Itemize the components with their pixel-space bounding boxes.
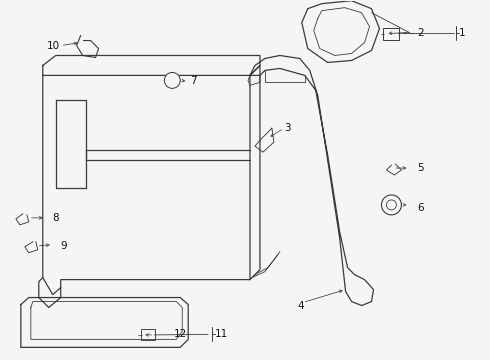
Text: 12: 12 bbox=[174, 329, 188, 339]
Text: 1: 1 bbox=[459, 28, 466, 37]
Text: 2: 2 bbox=[417, 28, 424, 37]
Circle shape bbox=[164, 72, 180, 88]
Circle shape bbox=[387, 200, 396, 210]
Text: 11: 11 bbox=[215, 329, 228, 339]
FancyBboxPatch shape bbox=[384, 28, 399, 40]
Text: 7: 7 bbox=[190, 76, 197, 86]
Text: 10: 10 bbox=[47, 41, 60, 50]
Text: 3: 3 bbox=[284, 123, 291, 133]
FancyBboxPatch shape bbox=[142, 329, 155, 340]
Text: 5: 5 bbox=[417, 163, 424, 173]
Text: 6: 6 bbox=[417, 203, 424, 213]
Text: 8: 8 bbox=[53, 213, 59, 223]
Circle shape bbox=[382, 195, 401, 215]
Text: 9: 9 bbox=[61, 241, 67, 251]
Text: 4: 4 bbox=[298, 301, 304, 311]
